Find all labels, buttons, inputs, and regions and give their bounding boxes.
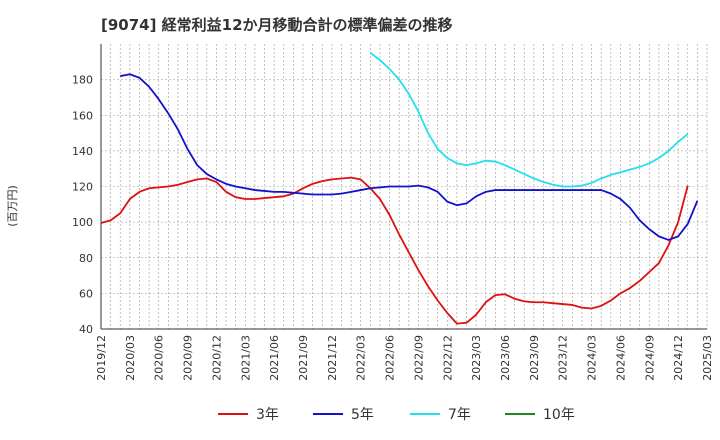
axes: 40 60 80 100 120 140 160 180 2019/12 2020/03 2020/… xyxy=(6,44,714,381)
series-lines xyxy=(100,52,699,325)
x-tick-label: 2022/03 xyxy=(355,335,368,381)
legend: 3年 5年 7年 10年 xyxy=(218,407,575,423)
x-tick-label: 2021/12 xyxy=(326,335,339,381)
x-tick-label: 2020/06 xyxy=(153,335,166,381)
x-tick-label: 2024/12 xyxy=(672,335,685,381)
series-line-1 xyxy=(120,73,699,241)
x-tick-label: 2022/06 xyxy=(384,335,397,381)
series-line-2 xyxy=(369,52,689,188)
series-line-0 xyxy=(100,176,689,325)
x-tick-label: 2020/03 xyxy=(124,335,137,381)
y-tick-label: 120 xyxy=(72,181,93,194)
x-tick-label: 2024/06 xyxy=(614,335,627,381)
y-axis-label: (百万円) xyxy=(6,185,19,227)
legend-label-1: 5年 xyxy=(351,407,374,423)
x-tick-label: 2024/09 xyxy=(643,335,656,381)
x-tick-label: 2020/12 xyxy=(210,335,223,381)
x-tick-label: 2022/12 xyxy=(441,335,454,381)
y-tick-label: 180 xyxy=(72,74,93,87)
x-tick-label: 2020/09 xyxy=(182,335,195,381)
y-tick-label: 140 xyxy=(72,145,93,158)
y-tick-label: 40 xyxy=(79,323,93,336)
x-tick-label: 2021/06 xyxy=(268,335,281,381)
legend-label-3: 10年 xyxy=(543,407,575,423)
y-tick-label: 100 xyxy=(72,216,93,229)
legend-label-2: 7年 xyxy=(448,407,471,423)
y-tick-label: 80 xyxy=(79,252,93,265)
y-tick-label: 160 xyxy=(72,109,93,122)
x-tick-label: 2025/03 xyxy=(701,335,714,381)
x-tick-label: 2022/09 xyxy=(412,335,425,381)
x-tick-label: 2023/06 xyxy=(499,335,512,381)
x-tick-label: 2024/03 xyxy=(586,335,599,381)
x-tick-label: 2021/03 xyxy=(239,335,252,381)
legend-label-0: 3年 xyxy=(256,407,279,423)
y-tick-label: 60 xyxy=(79,287,93,300)
x-tick-label: 2023/03 xyxy=(470,335,483,381)
x-tick-label: 2021/09 xyxy=(297,335,310,381)
x-tick-label: 2023/09 xyxy=(528,335,541,381)
x-tick-label: 2019/12 xyxy=(95,335,108,381)
chart-title: [9074] 経常利益12か月移動合計の標準偏差の推移 xyxy=(101,16,453,34)
x-tick-label: 2023/12 xyxy=(557,335,570,381)
